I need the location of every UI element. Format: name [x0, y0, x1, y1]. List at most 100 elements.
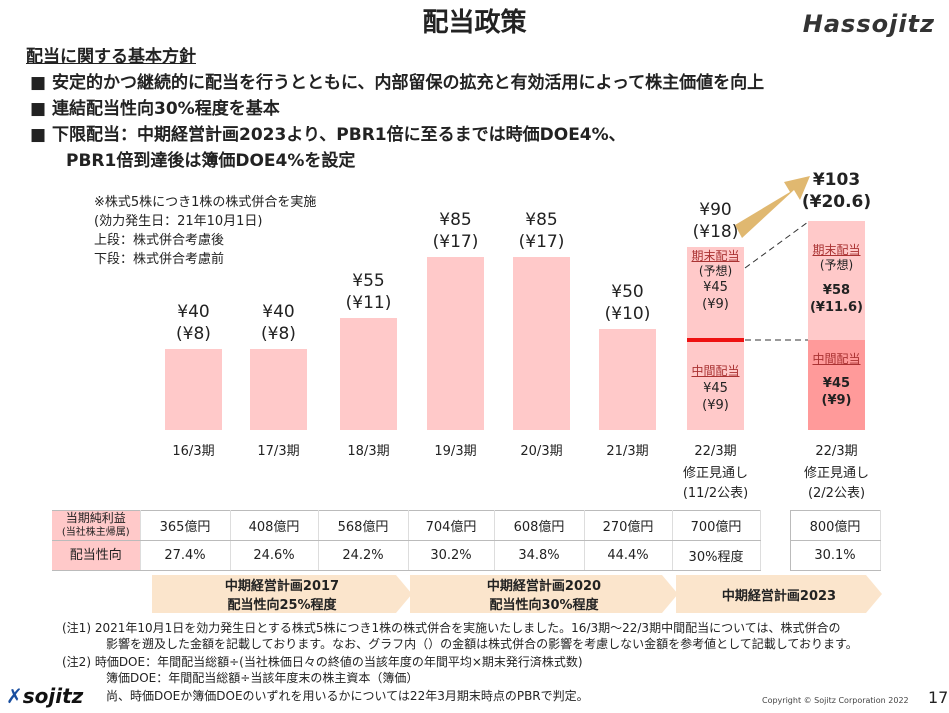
footnote-2-cont: 簿価DOE：年間配当総額÷当該年度末の株主資本（簿価）: [106, 671, 419, 685]
bar-value-label: ¥103: [812, 169, 861, 190]
x-tick-label: 22/3期: [815, 444, 858, 459]
x-tick-label: 17/3期: [257, 444, 300, 459]
bullet-3-cont: PBR1倍到達後は簿価DOE4%を設定: [66, 151, 356, 171]
chart-note: ※株式5株につき1株の株式併合を実施 (効力発生日：21年10月1日) 上段：株…: [94, 193, 316, 269]
cell: 608億円: [494, 510, 585, 541]
square-bullet-icon: ■: [30, 125, 47, 145]
bar-value-label: ¥40: [177, 301, 210, 322]
bar: [340, 318, 397, 430]
cell: 30.2%: [408, 540, 495, 571]
note-line: 下段：株式併合考慮前: [94, 252, 225, 267]
year-end-value: ¥45: [703, 280, 728, 296]
note-line: 上段：株式併合考慮後: [94, 233, 225, 248]
x-tick-sublabel: 修正見通し: [682, 466, 748, 481]
footnote-2: (注2) 時価DOE：年間配当総額÷(当社株価日々の終値の当該年度の年間平均×期…: [62, 655, 583, 669]
bar-value-label: ¥50: [611, 281, 644, 302]
year-end-label: 期末配当: [812, 242, 861, 257]
bar: [513, 257, 570, 430]
table-row: 当期純利益 (当社株主帰属) 365億円 408億円 568億円 704億円 608億円 2…: [52, 510, 881, 541]
interim-label: 中間配当: [812, 352, 861, 366]
interim-pre-merge: (¥9): [702, 398, 729, 413]
bullet-2: ■ 連結配当性向30%程度を基本: [30, 99, 280, 119]
interim-value: ¥45: [822, 376, 851, 391]
bar-value-pre-merge: (¥17): [432, 232, 479, 253]
x-tick-label: 21/3期: [606, 444, 649, 459]
bar-value-pre-merge: (¥8): [261, 323, 296, 344]
footnote-1: (注1) 2021年10月1日を効力発生日とする株式5株につき1株の株式併合を実…: [62, 621, 841, 635]
footnote-1-cont: 影響を遡及した金額を記載しております。なお、グラフ内（）の金額は株式併合の影響を…: [106, 637, 858, 651]
copyright: Copyright © Sojitz Corporation 2022: [762, 696, 909, 705]
cell: 34.8%: [494, 540, 585, 571]
hassojitz-logo: Hassojitz: [802, 10, 935, 38]
bar-interim: [687, 340, 744, 430]
year-end-pre-merge: (¥11.6): [809, 299, 863, 315]
bar-value-pre-merge: (¥18): [692, 222, 739, 243]
bar: [250, 348, 307, 430]
bar-value-pre-merge: (¥17): [518, 232, 565, 253]
interim-value: ¥45: [703, 381, 728, 396]
cell: 24.6%: [230, 540, 319, 571]
bar: [427, 257, 484, 430]
cell: 30%程度: [672, 540, 761, 571]
bar: [599, 328, 656, 430]
year-end-value: ¥58: [822, 282, 851, 298]
table-row: 配当性向 27.4% 24.6% 24.2% 30.2% 34.8% 44.4% 30%程度…: [52, 540, 881, 571]
x-tick-sublabel: (11/2公表): [682, 486, 749, 501]
cell: 44.4%: [584, 540, 673, 571]
x-tick-label: 22/3期: [694, 444, 737, 459]
interim-label: 中間配当: [691, 364, 740, 378]
note-line: ※株式5株につき1株の株式併合を実施: [94, 195, 317, 210]
bar-value-label: ¥90: [699, 200, 732, 221]
cell: 704億円: [408, 510, 495, 541]
net-income-table: 当期純利益 (当社株主帰属) 365億円 408億円 568億円 704億円 608億円 2…: [52, 510, 881, 571]
cell: 365億円: [140, 510, 231, 541]
increase-arrow-icon: [735, 176, 810, 238]
page-number: 17: [928, 688, 949, 707]
plan-2023: 中期経営計画2023: [676, 575, 882, 613]
square-bullet-icon: ■: [30, 73, 47, 93]
sojitz-logo: ✗sojitz: [6, 684, 84, 708]
x-tick-sublabel: 修正見通し: [803, 466, 869, 481]
x-tick-label: 20/3期: [520, 444, 563, 459]
cell: 24.2%: [318, 540, 409, 571]
connector-line: [744, 221, 809, 269]
square-bullet-icon: ■: [30, 99, 47, 119]
note-line: (効力発生日：21年10月1日): [94, 214, 263, 229]
bar-interim: [808, 340, 865, 430]
cell: 568億円: [318, 510, 409, 541]
x-tick-label: 19/3期: [434, 444, 477, 459]
plan-2020: 中期経営計画2020 配当性向30%程度: [410, 575, 678, 613]
year-end-sub: (予想): [698, 264, 733, 279]
bullet-3: ■ 下限配当：中期経営計画2023より、PBR1倍に至るまでは時価DOE4%、: [30, 125, 626, 145]
row-label: 配当性向: [52, 540, 141, 571]
bar-value-label: ¥85: [525, 210, 558, 231]
plan-2017: 中期経営計画2017 配当性向25%程度: [152, 575, 412, 613]
bar-value-pre-merge: (¥10): [604, 303, 651, 324]
year-end-pre-merge: (¥9): [702, 297, 729, 313]
cell: 408億円: [230, 510, 319, 541]
cell: 800億円: [789, 510, 881, 541]
year-end-label: 期末配当: [691, 249, 740, 264]
cell: 27.4%: [140, 540, 231, 571]
bar-value-pre-merge: (¥11): [345, 293, 392, 314]
x-tick-label: 18/3期: [347, 444, 390, 459]
footnote-3: 尚、時価DOEか簿価DOEのいずれを用いるかについては22年3月期末時点のPBR…: [106, 689, 589, 703]
interim-pre-merge: (¥9): [821, 393, 852, 408]
bar-value-label: ¥85: [439, 210, 472, 231]
bar-value-label: ¥55: [352, 271, 385, 292]
x-tick-label: 16/3期: [172, 444, 215, 459]
bar-value-label: ¥40: [262, 301, 295, 322]
divider-line: [687, 338, 744, 342]
year-end-sub: (予想): [819, 257, 854, 272]
policy-heading: 配当に関する基本方針: [26, 47, 196, 67]
bullet-1: ■ 安定的かつ継続的に配当を行うとともに、内部留保の拡充と有効活用によって株主価値…: [30, 73, 765, 93]
cell: 30.1%: [789, 540, 881, 571]
bar-year-end: [687, 247, 744, 340]
row-label: 当期純利益 (当社株主帰属): [52, 510, 141, 541]
cell: 270億円: [584, 510, 673, 541]
bar-year-end: [808, 220, 865, 340]
bar: [165, 348, 222, 430]
bar-value-pre-merge: (¥20.6): [801, 191, 872, 212]
bar-value-pre-merge: (¥8): [176, 323, 211, 344]
